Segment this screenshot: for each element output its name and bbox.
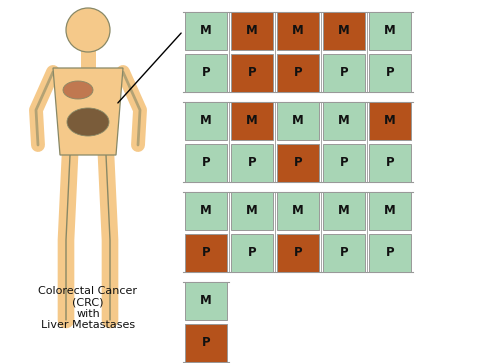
- Bar: [185, 12, 227, 50]
- Bar: [231, 234, 273, 272]
- Text: M: M: [200, 204, 212, 217]
- Text: M: M: [292, 114, 304, 127]
- Text: M: M: [384, 204, 396, 217]
- Bar: [80, 50, 96, 68]
- Bar: [369, 12, 411, 50]
- Text: M: M: [200, 114, 212, 127]
- Text: P: P: [294, 246, 302, 260]
- Text: M: M: [338, 204, 350, 217]
- Text: M: M: [246, 204, 258, 217]
- Bar: [323, 144, 365, 182]
- Text: M: M: [384, 114, 396, 127]
- Text: M: M: [200, 24, 212, 37]
- Bar: [369, 144, 411, 182]
- Bar: [231, 144, 273, 182]
- Bar: [323, 192, 365, 230]
- Text: P: P: [386, 246, 394, 260]
- Text: Colorectal Cancer
(CRC)
with
Liver Metastases: Colorectal Cancer (CRC) with Liver Metas…: [38, 286, 138, 330]
- Bar: [231, 54, 273, 92]
- Ellipse shape: [67, 108, 109, 136]
- Text: M: M: [246, 24, 258, 37]
- Text: P: P: [202, 156, 210, 170]
- Text: M: M: [338, 24, 350, 37]
- Text: P: P: [202, 66, 210, 79]
- Bar: [277, 144, 319, 182]
- Bar: [277, 102, 319, 140]
- Bar: [185, 324, 227, 362]
- Bar: [369, 54, 411, 92]
- Text: M: M: [338, 114, 350, 127]
- Text: P: P: [248, 156, 256, 170]
- Bar: [231, 192, 273, 230]
- Bar: [231, 12, 273, 50]
- Text: P: P: [294, 156, 302, 170]
- Text: M: M: [200, 294, 212, 307]
- Text: P: P: [340, 156, 348, 170]
- Text: P: P: [340, 66, 348, 79]
- Bar: [277, 234, 319, 272]
- Ellipse shape: [63, 81, 93, 99]
- Bar: [369, 102, 411, 140]
- Text: M: M: [384, 24, 396, 37]
- Text: P: P: [340, 246, 348, 260]
- Bar: [323, 102, 365, 140]
- Bar: [323, 12, 365, 50]
- Text: P: P: [202, 337, 210, 350]
- Text: M: M: [292, 24, 304, 37]
- Text: M: M: [246, 114, 258, 127]
- Text: P: P: [248, 246, 256, 260]
- Text: P: P: [202, 246, 210, 260]
- Bar: [231, 102, 273, 140]
- Bar: [185, 192, 227, 230]
- Bar: [277, 192, 319, 230]
- Bar: [185, 234, 227, 272]
- Bar: [277, 54, 319, 92]
- Text: M: M: [292, 204, 304, 217]
- Bar: [323, 54, 365, 92]
- Bar: [323, 234, 365, 272]
- Polygon shape: [53, 68, 123, 155]
- Bar: [369, 192, 411, 230]
- Text: P: P: [386, 66, 394, 79]
- Bar: [185, 54, 227, 92]
- Text: P: P: [294, 66, 302, 79]
- Circle shape: [66, 8, 110, 52]
- Bar: [185, 144, 227, 182]
- Bar: [185, 282, 227, 320]
- Bar: [185, 102, 227, 140]
- Bar: [277, 12, 319, 50]
- Text: P: P: [248, 66, 256, 79]
- Text: P: P: [386, 156, 394, 170]
- Bar: [369, 234, 411, 272]
